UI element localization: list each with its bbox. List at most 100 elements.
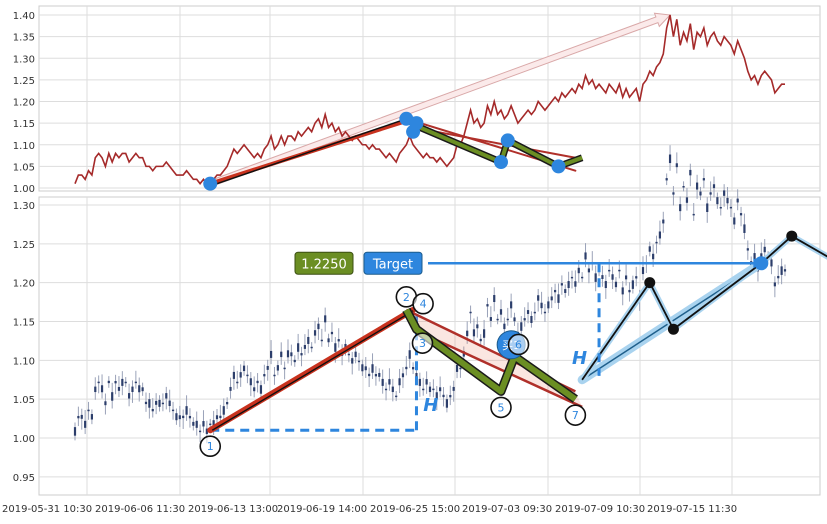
candle-body <box>293 359 296 363</box>
future-pivot-dot <box>786 230 798 242</box>
candle-body <box>445 399 449 408</box>
candle-body <box>702 178 705 181</box>
candle-body <box>496 318 499 321</box>
candle-body <box>280 351 283 358</box>
top-pivot-marker <box>500 133 515 148</box>
candle-body <box>117 386 121 391</box>
candle-body <box>543 311 547 314</box>
candle-body <box>655 241 658 244</box>
pivot-number-label: 5 <box>498 401 505 414</box>
candle-body <box>439 387 442 392</box>
candle-body <box>624 275 628 280</box>
candle-body <box>408 350 411 359</box>
candle-body <box>621 287 624 295</box>
bottom-zigzag-line <box>403 308 578 402</box>
candle-body <box>364 366 367 371</box>
candle-body <box>746 248 749 251</box>
candle-body <box>530 315 533 323</box>
candle-body <box>192 421 195 426</box>
bottom-y-tick-label: 1.30 <box>13 201 35 212</box>
candle-body <box>90 414 94 420</box>
bottom-y-tick-label: 1.15 <box>13 318 35 329</box>
candle-body <box>161 402 165 405</box>
candle-body <box>614 281 618 288</box>
candle-body <box>652 253 655 260</box>
candle-body <box>570 276 574 279</box>
candle-body <box>205 428 208 434</box>
candle-body <box>144 401 148 405</box>
candle-body <box>631 280 634 289</box>
candle-body <box>560 283 563 286</box>
candle-body <box>547 301 550 309</box>
x-tick-label: 2019-07-09 10:30 <box>555 504 645 515</box>
candle-body <box>760 253 763 259</box>
candle-body <box>662 219 665 224</box>
pivot-number-circle <box>411 332 434 354</box>
candle-body <box>357 360 361 363</box>
candle-body <box>246 374 249 377</box>
candle-body <box>141 387 144 392</box>
bottom-y-tick-label: 0.95 <box>13 473 35 484</box>
candle-body <box>736 198 739 203</box>
candle-body <box>391 386 394 393</box>
candle-body <box>151 408 154 412</box>
candle-body <box>692 213 695 216</box>
candle-body <box>648 246 651 252</box>
top-pivot-marker <box>551 159 566 174</box>
future-pivot-dot <box>644 277 656 289</box>
pivot-number-label: 6 <box>515 338 522 351</box>
candle-body <box>550 296 553 301</box>
candle-body <box>351 358 354 364</box>
candle-body <box>449 395 452 398</box>
candle-body <box>239 372 242 378</box>
candle-body <box>479 338 482 342</box>
candle-body <box>567 281 570 289</box>
candle-body <box>229 386 232 391</box>
candle-body <box>577 267 580 274</box>
pivot-number-label: 1 <box>207 440 214 453</box>
candle-body <box>266 365 269 370</box>
candle-body <box>182 415 185 419</box>
candle-body <box>699 191 702 196</box>
top-pivot-marker <box>494 155 508 170</box>
candle-body <box>185 406 188 415</box>
bottom-long-trend <box>207 306 417 434</box>
pivot-number-circle <box>490 396 512 419</box>
candle-body <box>131 386 134 393</box>
candle-body <box>334 343 337 352</box>
candle-body <box>510 301 513 309</box>
candle-body <box>324 315 327 323</box>
candle-body <box>374 374 378 377</box>
candle-body <box>466 330 469 337</box>
price-label-text: 1.2250 <box>301 257 347 272</box>
pivot-number-label: 3 <box>419 337 426 350</box>
candle-body <box>537 295 540 301</box>
candle-body <box>581 276 584 279</box>
candle-body <box>202 421 205 427</box>
candle-body <box>628 289 631 293</box>
candle-body <box>739 213 743 216</box>
candle-body <box>472 329 476 337</box>
candle-body <box>310 346 313 349</box>
candle-body <box>300 353 303 356</box>
candle-body <box>716 197 719 205</box>
candle-body <box>780 266 783 275</box>
candle-body <box>236 381 239 384</box>
candle-body <box>212 420 215 428</box>
x-tick-label: 2019-06-06 11:30 <box>95 504 185 515</box>
candle-body <box>520 322 523 331</box>
candle-body <box>354 351 357 358</box>
candle-body <box>476 324 479 329</box>
candle-body <box>269 350 273 358</box>
top-trend-arrow <box>208 12 672 188</box>
candle-body <box>381 378 384 386</box>
candle-body <box>94 386 97 393</box>
price-label-box <box>294 251 354 275</box>
candle-body <box>175 413 178 421</box>
candle-body <box>553 289 557 293</box>
candle-body <box>371 364 374 373</box>
candle-body <box>489 317 492 321</box>
candle-body <box>84 420 87 428</box>
candle-body <box>148 399 151 408</box>
